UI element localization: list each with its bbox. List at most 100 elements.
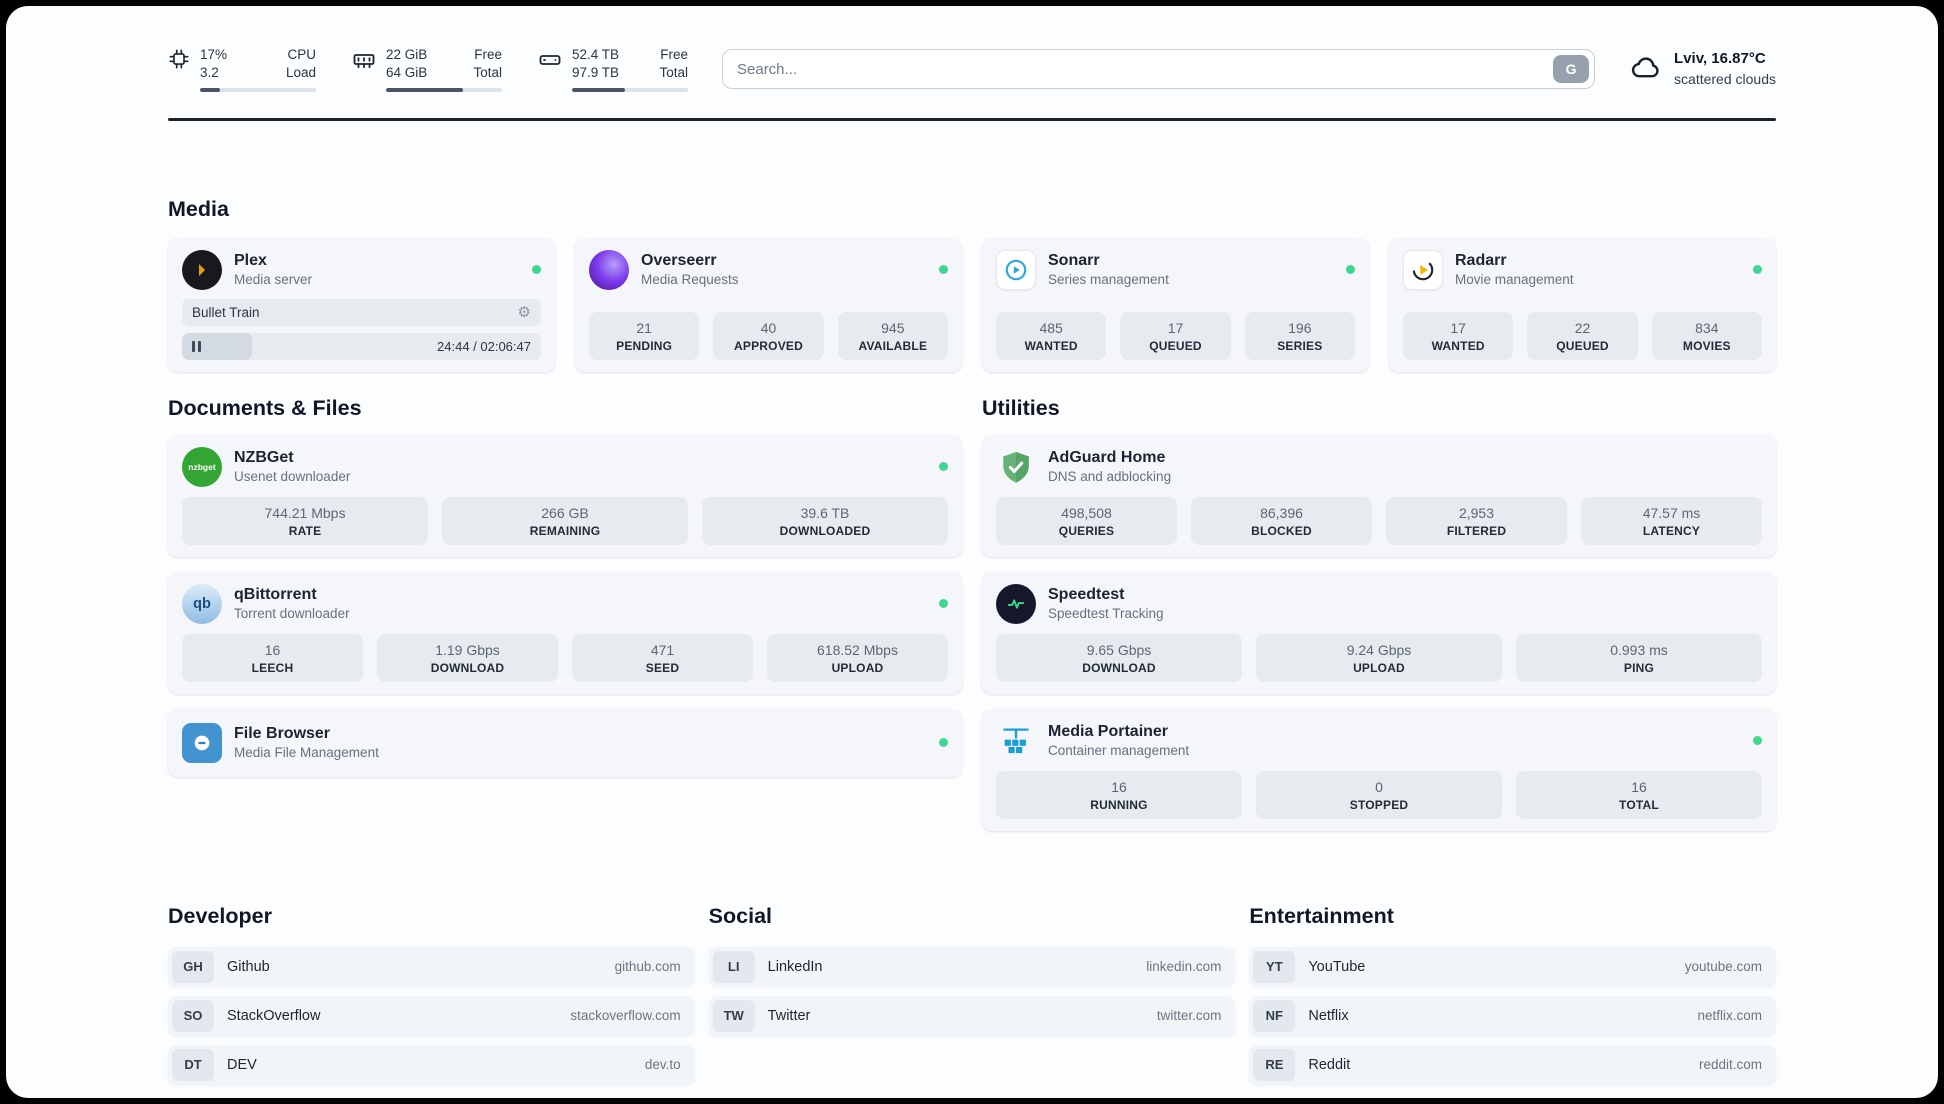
bookmark-abbr: YT (1253, 950, 1296, 983)
filebrowser-icon (182, 722, 222, 763)
status-dot (939, 462, 948, 472)
memory-label-2: Total (473, 64, 502, 80)
plex-card[interactable]: Plex Media server Bullet Train ⚙ 24:44 /… (168, 237, 555, 372)
bookmark-youtube[interactable]: YT YouTube youtube.com (1249, 946, 1777, 987)
bookmark-name: Netflix (1308, 1007, 1349, 1024)
pause-icon[interactable] (192, 340, 201, 352)
nzbget-card[interactable]: nzbget NZBGet Usenet downloader 744.21 M… (168, 434, 962, 557)
cpu-widget: 17% 3.2 CPU Load (168, 46, 316, 93)
stat-block: 17 QUEUED (1120, 311, 1231, 360)
disk-label-1: Free (660, 47, 688, 62)
stat-value: 945 (881, 319, 905, 336)
stat-value: 744.21 Mbps (264, 504, 346, 521)
stat-label: MOVIES (1682, 338, 1731, 353)
bookmark-abbr: TW (712, 999, 755, 1032)
disk-progress-bar (572, 87, 688, 93)
dashboard-page: 17% 3.2 CPU Load (6, 6, 1938, 1098)
bookmark-netflix[interactable]: NF Netflix netflix.com (1249, 995, 1777, 1036)
service-description: Series management (1048, 272, 1169, 288)
stat-block: 266 GB REMAINING (442, 496, 688, 545)
portainer-icon (996, 721, 1036, 761)
header-divider (168, 118, 1776, 121)
stat-value: 0 (1375, 778, 1383, 795)
stat-block: 40 APPROVED (713, 311, 824, 360)
memory-progress-bar (386, 87, 502, 93)
bookmark-url: stackoverflow.com (570, 1008, 681, 1024)
cpu-progress-bar (200, 87, 316, 93)
bookmark-url: github.com (614, 959, 681, 975)
qbittorrent-card[interactable]: qb qBittorrent Torrent downloader 16 LEE… (168, 571, 962, 694)
overseerr-card[interactable]: Overseerr Media Requests 21 PENDING 40 A… (575, 237, 962, 372)
bookmark-linkedin[interactable]: LI LinkedIn linkedin.com (708, 946, 1236, 987)
stat-value: 39.6 TB (800, 504, 850, 521)
service-name: qBittorrent (234, 586, 317, 604)
utilities-section-title: Utilities (982, 395, 1060, 420)
disk-label-2: Total (659, 64, 688, 80)
stat-block: 9.24 Gbps UPLOAD (1256, 633, 1502, 682)
bookmark-url: twitter.com (1156, 1008, 1222, 1024)
memory-widget: 22 GiB 64 GiB Free Total (352, 46, 502, 93)
stat-value: 618.52 Mbps (817, 641, 898, 658)
stat-label: STOPPED (1349, 797, 1409, 812)
stat-value: 22 (1574, 319, 1591, 336)
service-description: Speedtest Tracking (1048, 606, 1164, 622)
stat-block: 86,396 BLOCKED (1191, 496, 1372, 545)
sonarr-card[interactable]: Sonarr Series management 485 WANTED 17 Q… (982, 237, 1369, 372)
filebrowser-card[interactable]: File Browser Media File Management (168, 708, 962, 777)
bookmark-abbr: DT (172, 1048, 214, 1081)
service-description: Media File Management (234, 745, 379, 761)
bookmark-abbr: NF (1253, 999, 1296, 1032)
overseerr-icon (589, 249, 629, 290)
stat-block: 498,508 QUERIES (996, 496, 1177, 545)
speedtest-card[interactable]: Speedtest Speedtest Tracking 9.65 Gbps D… (982, 571, 1776, 694)
stat-value: 266 GB (541, 504, 589, 521)
portainer-card[interactable]: Media Portainer Container management 16 … (982, 708, 1776, 831)
status-dot (939, 265, 948, 275)
resource-widgets: 17% 3.2 CPU Load (168, 46, 688, 93)
topbar: 17% 3.2 CPU Load (168, 46, 1776, 93)
radarr-card[interactable]: Radarr Movie management 17 WANTED 22 QUE… (1389, 237, 1776, 372)
sonarr-icon (996, 249, 1036, 290)
stat-label: QUEUED (1556, 338, 1609, 353)
stat-label: UPLOAD (831, 660, 884, 675)
stat-value: 9.24 Gbps (1346, 641, 1412, 658)
media-section-title: Media (168, 196, 229, 221)
bookmark-abbr: LI (712, 950, 755, 983)
plex-icon (182, 249, 222, 290)
stat-value: 47.57 ms (1642, 504, 1701, 521)
gear-icon[interactable]: ⚙ (517, 303, 531, 321)
bookmark-url: linkedin.com (1146, 959, 1222, 975)
cpu-load: 3.2 (200, 64, 219, 80)
stat-block: 22 QUEUED (1527, 311, 1638, 360)
adguard-card[interactable]: AdGuard Home DNS and adblocking 498,508 … (982, 434, 1776, 557)
stat-value: 16 (264, 641, 281, 658)
stat-block: 1.19 Gbps DOWNLOAD (377, 633, 558, 682)
bookmark-dev[interactable]: DT DEV dev.to (168, 1044, 695, 1085)
bookmark-stackoverflow[interactable]: SO StackOverflow stackoverflow.com (168, 995, 695, 1036)
stat-value: 196 (1288, 319, 1312, 336)
service-name: Speedtest (1048, 586, 1125, 604)
stat-block: 2,953 FILTERED (1386, 496, 1567, 545)
qbittorrent-icon-label: qb (193, 595, 211, 612)
stat-block: 16 TOTAL (1516, 770, 1762, 819)
stat-label: DOWNLOAD (430, 660, 505, 675)
bookmark-name: Twitter (767, 1007, 811, 1024)
disk-widget: 52.4 TB 97.9 TB Free Total (538, 46, 688, 93)
bookmark-abbr: GH (172, 950, 214, 983)
service-description: Container management (1048, 743, 1190, 759)
memory-icon (352, 48, 376, 72)
search-input[interactable] (722, 49, 1596, 90)
stat-block: 471 SEED (572, 633, 753, 682)
bookmark-name: DEV (227, 1056, 257, 1073)
service-name: File Browser (234, 725, 331, 743)
status-dot (939, 738, 948, 748)
bookmark-github[interactable]: GH Github github.com (168, 946, 695, 987)
social-bookmarks: Social LI LinkedIn linkedin.com TW Twitt… (708, 904, 1236, 1094)
stat-value: 1.19 Gbps (435, 641, 500, 658)
bookmark-twitter[interactable]: TW Twitter twitter.com (708, 995, 1236, 1036)
disk-icon (538, 48, 562, 72)
search-provider-button[interactable]: G (1553, 55, 1590, 84)
service-description: Torrent downloader (234, 606, 350, 622)
bookmark-reddit[interactable]: RE Reddit reddit.com (1249, 1044, 1777, 1085)
stat-value: 0.993 ms (1610, 641, 1668, 658)
